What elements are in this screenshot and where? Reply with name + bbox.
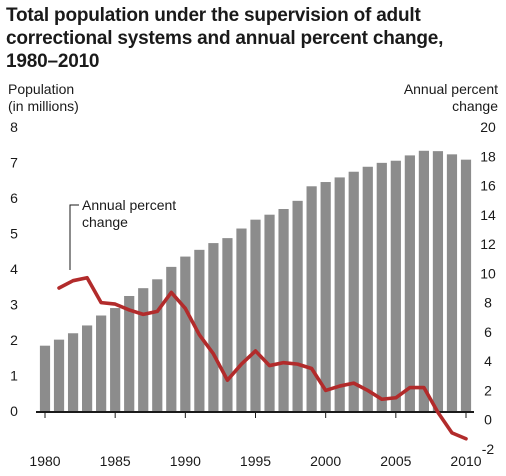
right-tick-14: 14 [480,207,496,223]
left-tick-3: 3 [10,297,18,313]
left-axis-label-line-1: Population [8,81,74,97]
bar-series [39,150,472,412]
bar-1983 [82,325,93,412]
chart-title-line-1: Total population under the supervision o… [6,5,421,26]
annotation-leader [69,204,79,270]
annotation-line-2: change [82,214,128,230]
x-tick-1980: 1980 [29,453,60,469]
left-tick-6: 6 [10,190,18,206]
right-tick-4: 4 [484,353,492,369]
bar-2004 [376,162,387,412]
right-tick-12: 12 [480,236,496,252]
x-axis-ticks: 1980 1985 1990 1995 2000 2005 2010 [29,413,482,469]
x-tick-2005: 2005 [380,453,411,469]
right-tick-0: 0 [484,412,492,428]
left-tick-1: 1 [10,368,18,384]
x-tick-1995: 1995 [240,453,271,469]
bar-1995 [250,219,261,412]
bar-1990 [180,256,191,412]
bar-1992 [208,243,219,412]
right-axis-label-line-2: change [452,98,498,114]
right-tick-16: 16 [480,178,496,194]
chart-title-line-3: 1980–2010 [6,51,100,72]
left-tick-4: 4 [10,261,18,277]
bar-1988 [152,279,163,412]
right-axis-label-line-1: Annual percent [404,81,498,97]
x-tick-2010: 2010 [450,453,481,469]
right-tick-10: 10 [480,265,496,281]
bar-2006 [404,155,415,412]
bar-1980 [39,345,51,412]
bar-1993 [222,238,233,412]
left-axis-label-line-2: (in millions) [8,98,79,114]
left-tick-5: 5 [10,226,18,242]
bar-1994 [236,228,247,412]
bar-1989 [166,266,177,412]
bar-1999 [306,186,317,412]
bar-2010 [460,159,472,412]
left-axis-ticks: 8 7 6 5 4 3 2 1 0 [10,119,18,419]
right-tick-18: 18 [480,148,496,164]
left-tick-8: 8 [10,119,18,135]
bar-1986 [124,295,135,412]
bar-1997 [278,209,289,412]
bar-1987 [138,288,149,412]
left-tick-0: 0 [10,403,18,419]
left-tick-2: 2 [10,332,18,348]
bar-2005 [390,160,401,412]
chart-title-line-2: correctional systems and annual percent … [6,28,444,49]
percent-change-line [57,275,468,441]
x-tick-2000: 2000 [310,453,341,469]
bar-2009 [446,154,458,412]
bar-2007 [418,150,429,412]
right-tick-8: 8 [484,295,492,311]
right-tick-6: 6 [484,324,492,340]
bar-1984 [96,315,107,412]
bar-1996 [264,214,275,412]
x-tick-1985: 1985 [100,453,131,469]
chart-title: Total population under the supervision o… [6,4,496,73]
bar-2002 [348,171,359,412]
right-tick--2: -2 [482,441,495,457]
annotation-line-1: Annual percent [82,197,176,213]
x-tick-1990: 1990 [170,453,201,469]
left-tick-7: 7 [10,155,18,171]
bar-1985 [110,308,121,412]
bar-1981 [53,339,65,412]
right-tick-20: 20 [480,119,496,135]
bar-1998 [292,200,303,412]
percent-change-series [57,275,468,441]
bar-2001 [334,177,345,412]
bar-2003 [362,166,373,412]
right-tick-2: 2 [484,383,492,399]
bar-2008 [432,151,444,412]
bar-1982 [67,333,79,412]
bar-1991 [194,249,205,412]
bar-2000 [320,182,331,412]
